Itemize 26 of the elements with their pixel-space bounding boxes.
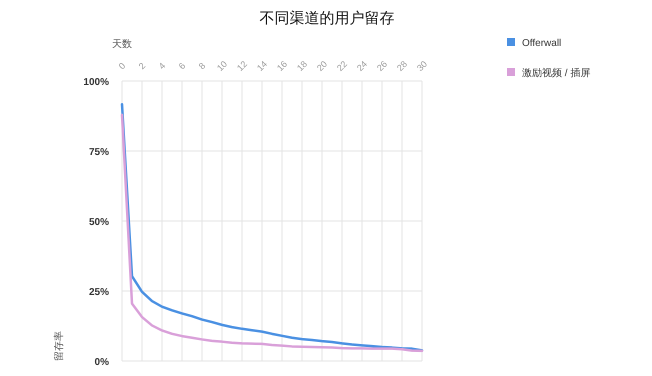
x-tick-label: 28 bbox=[394, 58, 410, 74]
x-tick-label: 2 bbox=[136, 60, 148, 72]
y-tick-label: 75% bbox=[88, 147, 110, 158]
y-tick-label: 0% bbox=[94, 357, 110, 368]
legend-label: 激励视频 / 插屏 bbox=[522, 67, 590, 79]
x-tick-label: 12 bbox=[234, 58, 250, 74]
x-tick-label: 18 bbox=[294, 58, 310, 74]
x-tick-label: 8 bbox=[196, 60, 208, 72]
x-tick-label: 6 bbox=[176, 60, 188, 72]
x-tick-label: 4 bbox=[156, 60, 168, 72]
x-tick-label: 20 bbox=[314, 58, 330, 74]
x-tick-label: 24 bbox=[354, 58, 370, 74]
x-tick-label: 26 bbox=[374, 58, 390, 74]
y-axis-title: 留存率 bbox=[53, 331, 65, 361]
x-tick-label: 10 bbox=[214, 58, 230, 74]
x-tick-label: 22 bbox=[334, 58, 350, 74]
x-tick-label: 16 bbox=[274, 58, 290, 74]
y-tick-label: 50% bbox=[88, 217, 110, 228]
y-tick-label: 100% bbox=[83, 77, 110, 88]
x-tick-label: 30 bbox=[414, 58, 430, 74]
x-tick-label: 0 bbox=[116, 60, 128, 72]
x-tick-label: 14 bbox=[254, 58, 270, 74]
legend-label: Offerwall bbox=[522, 38, 562, 49]
y-tick-label: 25% bbox=[88, 287, 110, 298]
x-axis-title: 天数 bbox=[112, 39, 132, 50]
chart-title: 不同渠道的用户留存 bbox=[260, 10, 394, 27]
